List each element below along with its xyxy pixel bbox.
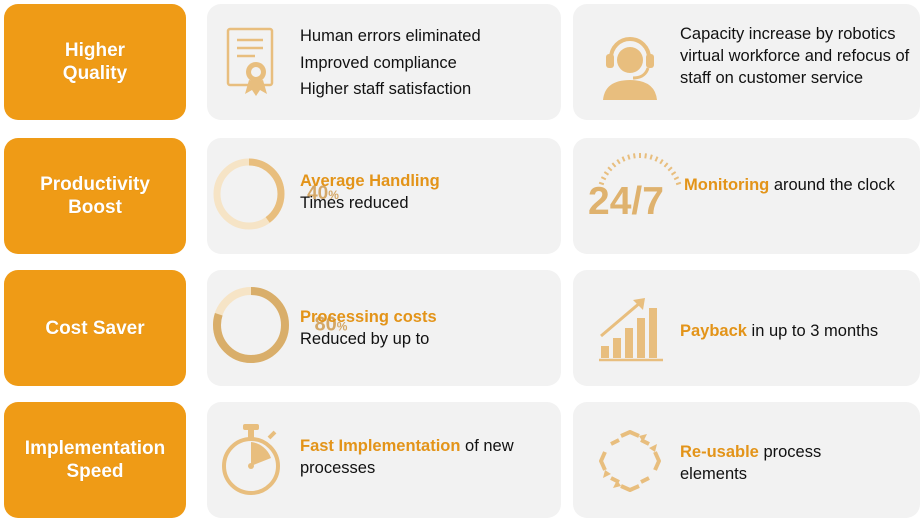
clock-tick — [670, 171, 677, 176]
progress-ring-icon: 80% — [211, 285, 347, 365]
monitoring-text: Monitoring around the clock — [684, 174, 904, 196]
highlight-text: Processing costs — [300, 308, 437, 326]
reusable-text: Re-usable process elements — [680, 441, 890, 485]
average-handling-text: Average Handling Times reduced — [300, 170, 550, 214]
clock-tick — [600, 176, 607, 181]
recycle-arrows-icon — [599, 430, 661, 497]
list-item: Improved compliance — [300, 53, 457, 72]
clock-tick — [603, 171, 610, 176]
card-average-handling: 40% Average Handling Times reduced — [207, 138, 561, 254]
list-item: Human errors eliminated — [300, 27, 481, 45]
card-capacity-increase: Capacity increase by robotics virtual wo… — [573, 4, 920, 120]
clock-tick — [621, 156, 626, 162]
highlight-text: Fast Implementation — [300, 437, 461, 455]
progress-ring-icon: 40% — [212, 157, 339, 231]
headset-agent-icon — [599, 28, 661, 105]
card-monitoring: 24/7 Monitoring around the clock — [573, 138, 920, 254]
card-higher-quality-benefits: Human errors eliminated Improved complia… — [207, 4, 561, 120]
card-reusable: Re-usable process elements — [573, 402, 920, 518]
body-text: process elements — [680, 443, 822, 483]
bar-growth-icon — [597, 294, 665, 369]
stopwatch-icon — [219, 422, 283, 503]
highlight-text: Payback — [680, 322, 747, 340]
highlight-text: Monitoring — [684, 176, 770, 194]
highlight-text: Average Handling — [300, 172, 440, 190]
processing-costs-text: Processing costs Reduced by up to — [300, 306, 550, 350]
body-text: in up to 3 months — [746, 322, 879, 340]
percent-value: 40% — [307, 183, 339, 204]
card-processing-costs: 80% Processing costs Reduced by up to — [207, 270, 561, 386]
body-text: around the clock — [769, 176, 895, 194]
clock-tick — [654, 156, 659, 162]
clock-tick — [598, 181, 605, 186]
clock-tick — [663, 162, 669, 168]
row-label-implementation-speed: Implementation Speed — [4, 402, 186, 518]
payback-text: Payback in up to 3 months — [680, 320, 900, 342]
card-fast-implementation: Fast Implementation of new processes — [207, 402, 561, 518]
clock-tick — [627, 154, 631, 160]
body-text: of new processes — [300, 437, 514, 477]
row-label-text: Implementation Speed — [24, 438, 166, 482]
row-label-higher-quality: Higher Quality — [4, 4, 186, 120]
big-value-text: 24/7 — [588, 180, 664, 223]
clock-tick — [611, 162, 617, 168]
list-item: Higher staff satisfaction — [300, 80, 472, 98]
clock-tick — [616, 159, 621, 165]
fast-implementation-text: Fast Implementation of new processes — [300, 435, 550, 479]
clock-tick — [673, 176, 680, 181]
row-label-text: Productivity Boost — [40, 174, 150, 218]
percent-value: 80% — [314, 313, 348, 336]
row-label-cost-saver: Cost Saver — [4, 270, 186, 386]
clock-24-7-icon: 24/7 — [585, 150, 695, 241]
row-label-text: Higher Quality — [62, 40, 128, 84]
body-text: Reduced by up to — [300, 330, 430, 348]
card-payback: Payback in up to 3 months — [573, 270, 920, 386]
clock-tick — [659, 159, 664, 165]
body-text: Times reduced — [300, 194, 409, 212]
clock-tick — [607, 166, 613, 172]
certificate-icon — [225, 26, 279, 103]
benefit-list: Human errors eliminated Improved complia… — [300, 23, 481, 103]
capacity-text: Capacity increase by robotics virtual wo… — [680, 25, 910, 87]
clock-tick — [597, 187, 603, 191]
clock-tick — [644, 153, 647, 159]
row-label-text: Cost Saver — [45, 317, 145, 339]
clock-tick — [675, 181, 682, 186]
clock-tick — [649, 154, 653, 160]
clock-tick — [667, 166, 673, 172]
highlight-text: Re-usable — [680, 443, 759, 461]
row-label-productivity-boost: Productivity Boost — [4, 138, 186, 254]
clock-tick — [633, 153, 636, 159]
